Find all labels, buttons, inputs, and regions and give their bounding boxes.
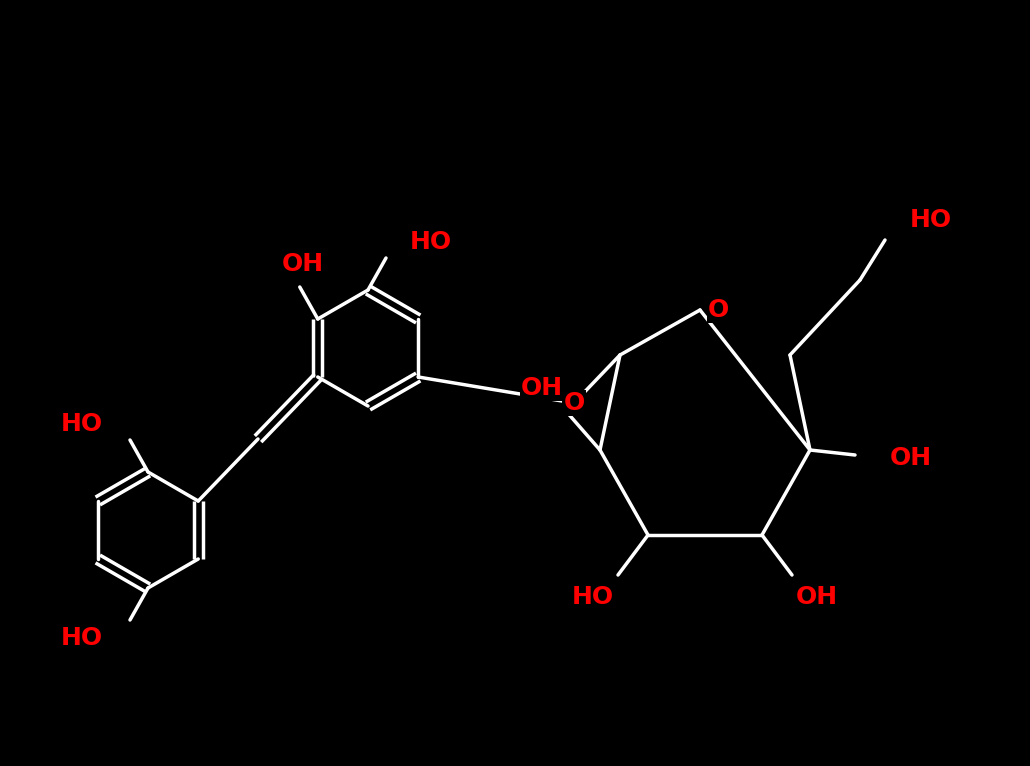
Text: HO: HO: [61, 626, 103, 650]
Text: OH: OH: [282, 252, 323, 276]
Text: OH: OH: [890, 446, 932, 470]
Text: HO: HO: [410, 230, 452, 254]
Text: OH: OH: [796, 585, 838, 609]
Text: OH: OH: [521, 376, 563, 400]
Text: HO: HO: [909, 208, 952, 232]
Text: O: O: [563, 391, 585, 415]
Text: HO: HO: [572, 585, 614, 609]
Text: HO: HO: [61, 412, 103, 436]
Text: O: O: [708, 298, 729, 322]
